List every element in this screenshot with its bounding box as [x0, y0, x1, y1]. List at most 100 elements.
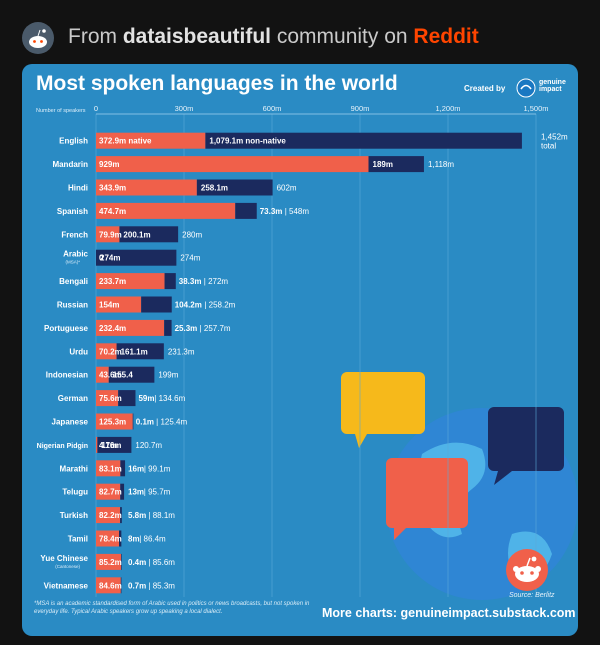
language-label: Arabic — [63, 250, 88, 259]
native-bar — [96, 366, 109, 383]
non-native-value-label: 200.1m — [123, 230, 150, 239]
header-text: From dataisbeautiful community on Reddit — [68, 25, 479, 49]
language-label: Turkish — [60, 511, 88, 520]
language-label: Japanese — [52, 418, 89, 427]
native-value-label: 0 — [99, 254, 104, 263]
language-label: English — [59, 137, 88, 146]
bar-row: Yue Chinese(Cantonese) 85.2m 0.4m | 85.6m — [40, 553, 175, 570]
source-label: Source: Berlitz — [509, 592, 555, 599]
language-label: Portuguese — [44, 324, 89, 333]
native-bar — [96, 460, 121, 477]
non-native-value-label: 0.4m — [128, 558, 146, 567]
native-value-label: 474.7m — [99, 207, 126, 216]
bar-row: Marathi 83.1m 16m | 99.1m — [60, 460, 171, 477]
native-value-label: 154m — [99, 301, 119, 310]
non-native-bar — [118, 530, 122, 547]
non-native-bar — [120, 577, 122, 594]
total-value-label: 231.3m — [168, 347, 195, 356]
total-value-label: | 85.3m — [148, 581, 175, 590]
bar-row: Tamil 78.4m 8m | 86.4m — [68, 530, 166, 547]
native-bar — [96, 179, 197, 196]
total-value-label: | 548m — [285, 207, 310, 216]
non-native-bar — [118, 390, 136, 407]
red-speech-bubble-icon — [386, 458, 468, 540]
native-bar — [96, 202, 236, 219]
native-value-label: 4.7m — [99, 441, 117, 450]
native-value-label: 125.3m — [99, 418, 126, 427]
native-bar — [96, 273, 165, 290]
non-native-bar — [119, 226, 179, 243]
native-value-label: 78.4m — [99, 535, 122, 544]
total-value-label: 274m — [180, 254, 200, 263]
bar-row: Bengali 233.7m 38.3m | 272m — [59, 273, 228, 290]
native-value-label: 232.4m — [99, 324, 126, 333]
total-value-label: 1,118m — [428, 160, 454, 169]
non-native-bar — [108, 366, 155, 383]
post-header: From dataisbeautiful community on Reddit — [0, 0, 600, 70]
created-by-label: Created by — [464, 84, 506, 93]
bar-row: German 75.6m 59m | 134.6m — [58, 390, 186, 407]
native-bar — [96, 553, 121, 570]
non-native-bar — [205, 132, 522, 149]
total-value-label: 280m — [182, 230, 202, 239]
total-value-label: 602m — [277, 184, 297, 193]
total-value-label: | 257.7m — [200, 324, 231, 333]
non-native-value-label: 59m — [138, 394, 154, 403]
reddit-link[interactable]: Reddit — [413, 25, 479, 48]
bar-row: Mandarin 929m 189m 1,118m — [52, 156, 454, 173]
non-native-bar — [120, 483, 125, 500]
bar-row: Telugu 82.7m 13m | 95.7m — [62, 483, 171, 500]
language-label: Russian — [57, 301, 88, 310]
non-native-bar — [132, 413, 134, 430]
x-tick-label: 0 — [94, 104, 98, 113]
non-native-bar — [141, 296, 172, 313]
bar-row: Spanish 474.7m 73.3m | 548m — [57, 202, 310, 219]
navy-speech-bubble-icon — [488, 407, 564, 485]
total-value-label: 1,452m — [541, 133, 568, 142]
language-label: Marathi — [60, 464, 88, 473]
bar-row: Portuguese 232.4m 25.3m | 257.7m — [44, 319, 231, 336]
non-native-bar — [235, 202, 257, 219]
non-native-value-label: 13m — [128, 488, 144, 497]
non-native-bar — [97, 436, 132, 453]
community-link[interactable]: dataisbeautiful — [122, 25, 272, 48]
x-tick-label: 1,500m — [523, 104, 548, 113]
language-label: Hindi — [68, 184, 88, 193]
non-native-value-label: 116m — [101, 441, 121, 450]
subreddit-avatar[interactable] — [22, 22, 54, 54]
non-native-value-label: 0.1m — [136, 418, 154, 427]
footnote: *MSA is an academic standardised form of… — [34, 601, 310, 615]
non-native-bar — [120, 553, 122, 570]
bar-row: French 79.9m 200.1m 280m — [61, 226, 202, 243]
bar-chart: Number of speakers 0 300m 600m 900m 1,200m 1,5… — [36, 104, 578, 600]
total-value-label: 199m — [158, 371, 178, 380]
native-bar — [96, 319, 165, 336]
native-value-label: 343.9m — [99, 184, 126, 193]
total-value-label: | 88.1m — [148, 511, 175, 520]
native-value-label: 75.6m — [99, 394, 122, 403]
header-middle: community on — [271, 25, 414, 48]
language-label: French — [61, 230, 88, 239]
native-value-label: 70.2m — [99, 347, 122, 356]
chart-title: Most spoken languages in the world — [36, 72, 398, 95]
genuine-impact-logo-icon — [516, 78, 536, 98]
native-bar — [96, 296, 142, 313]
language-label: Yue Chinese — [40, 554, 88, 563]
non-native-value-label: 16m — [128, 464, 144, 473]
native-value-label: 84.6m — [99, 581, 122, 590]
x-tick-label: 1,200m — [435, 104, 460, 113]
language-label: Urdu — [69, 347, 88, 356]
total-value-label: | 134.6m — [154, 394, 185, 403]
native-bar — [96, 343, 117, 360]
language-sub-label: (MSA)* — [66, 260, 81, 265]
language-label: Vietnamese — [44, 581, 89, 590]
x-axis-title: Number of speakers — [36, 108, 86, 114]
more-charts-link[interactable]: More charts: genuineimpact.substack.com — [322, 606, 576, 620]
header-prefix: From — [68, 25, 123, 48]
total-sub-label: total — [541, 142, 556, 151]
non-native-bar — [196, 179, 273, 196]
non-native-value-label: 5.8m — [128, 511, 146, 520]
total-value-label: | 95.7m — [144, 488, 171, 497]
